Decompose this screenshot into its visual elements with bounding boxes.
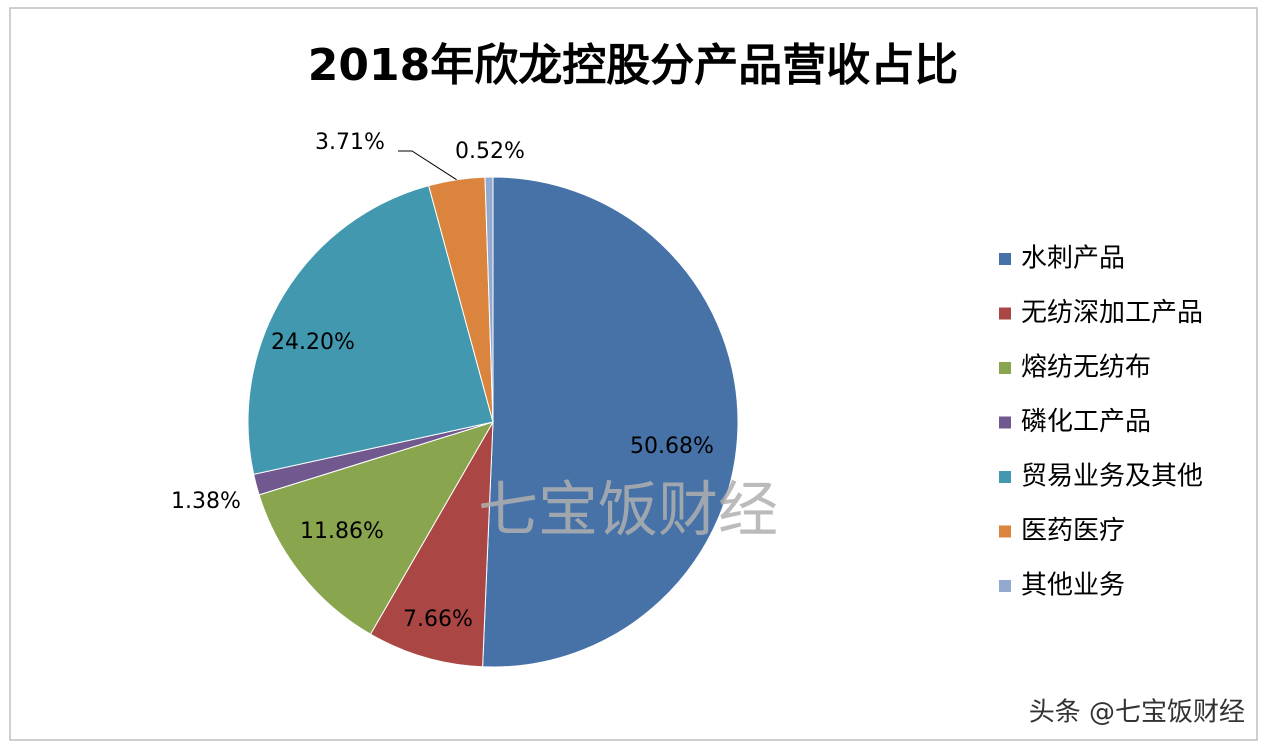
legend-swatch — [999, 471, 1011, 483]
legend-label: 无纺深加工产品 — [1021, 298, 1203, 328]
pie-slice — [484, 176, 494, 423]
pie-slice — [369, 421, 494, 668]
data-label: 1.38% — [171, 489, 241, 514]
pie-slice — [258, 421, 495, 635]
pie-slice — [247, 184, 494, 475]
pie-slice — [482, 176, 739, 668]
legend-swatch — [999, 525, 1011, 538]
data-label: 11.86% — [300, 519, 384, 544]
credit: 头条 @七宝饭财经 — [1029, 698, 1245, 728]
leader-line — [398, 150, 457, 181]
legend-swatch — [999, 362, 1011, 374]
data-labels: 50.68% 7.66% 11.86% 1.38% 24.20% 3.71% 0.52% — [171, 130, 714, 632]
data-label: 3.71% — [315, 130, 385, 155]
data-label: 7.66% — [403, 607, 473, 632]
legend-label: 熔纺无纺布 — [1021, 353, 1151, 383]
legend-label: 磷化工产品 — [1021, 407, 1151, 437]
chart-title: 2018年欣龙控股分产品营收占比 — [308, 40, 958, 91]
data-label: 24.20% — [271, 330, 355, 355]
legend-label: 水刺产品 — [1021, 244, 1125, 274]
legend-label: 贸易业务及其他 — [1021, 462, 1203, 492]
legend-label: 医药医疗 — [1021, 516, 1125, 546]
legend-swatch — [999, 307, 1011, 320]
legend-label: 其他业务 — [1021, 571, 1125, 601]
pie — [247, 176, 739, 668]
legend-swatch — [999, 580, 1011, 592]
data-label: 0.52% — [455, 139, 525, 164]
legend-swatch — [999, 416, 1011, 429]
legend-swatch — [999, 253, 1011, 265]
watermark: 七宝饭财经 — [478, 476, 778, 546]
data-label: 50.68% — [630, 434, 714, 459]
